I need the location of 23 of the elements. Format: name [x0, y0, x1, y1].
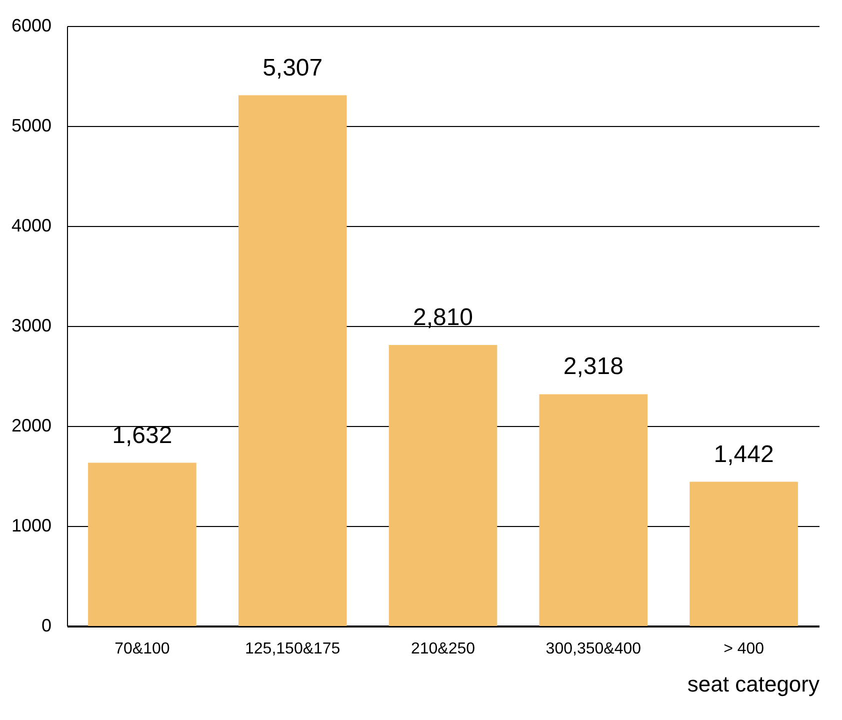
- x-tick-label: 300,350&400: [546, 640, 642, 658]
- data-label: 2,810: [412, 304, 474, 331]
- x-axis-title: seat category: [687, 672, 820, 696]
- bar: [238, 95, 347, 626]
- x-tick-label: > 400: [724, 640, 764, 658]
- y-tick-label: 5000: [11, 116, 52, 136]
- data-label: 5,307: [262, 54, 323, 82]
- x-tick-label: 125,150&175: [245, 640, 340, 658]
- x-tick-label: 210&250: [410, 640, 476, 658]
- y-tick-label: 4000: [11, 216, 52, 236]
- y-tick-label: 1000: [11, 516, 52, 536]
- bar: [88, 462, 196, 626]
- y-tick-label: 3000: [11, 316, 52, 336]
- x-tick-label: 70&100: [114, 640, 170, 658]
- bar: [539, 394, 648, 626]
- data-label: 1,442: [714, 440, 774, 468]
- bar: [690, 482, 798, 626]
- data-label: 2,318: [563, 353, 624, 380]
- data-label: 1,632: [112, 422, 172, 449]
- y-tick-label: 6000: [11, 16, 52, 36]
- y-tick-label: 2000: [11, 416, 52, 436]
- y-tick-label: 0: [41, 616, 52, 636]
- bar: [388, 345, 498, 626]
